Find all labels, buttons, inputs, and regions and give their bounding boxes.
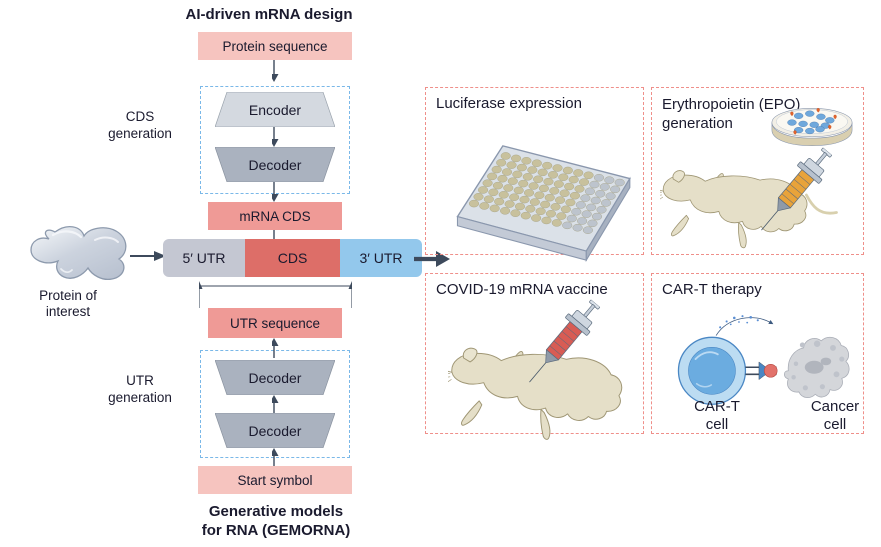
svg-text:Decoder: Decoder (249, 423, 302, 439)
svg-text:Decoder: Decoder (249, 157, 302, 173)
svg-text:Encoder: Encoder (249, 102, 301, 118)
svg-text:Decoder: Decoder (249, 370, 302, 386)
